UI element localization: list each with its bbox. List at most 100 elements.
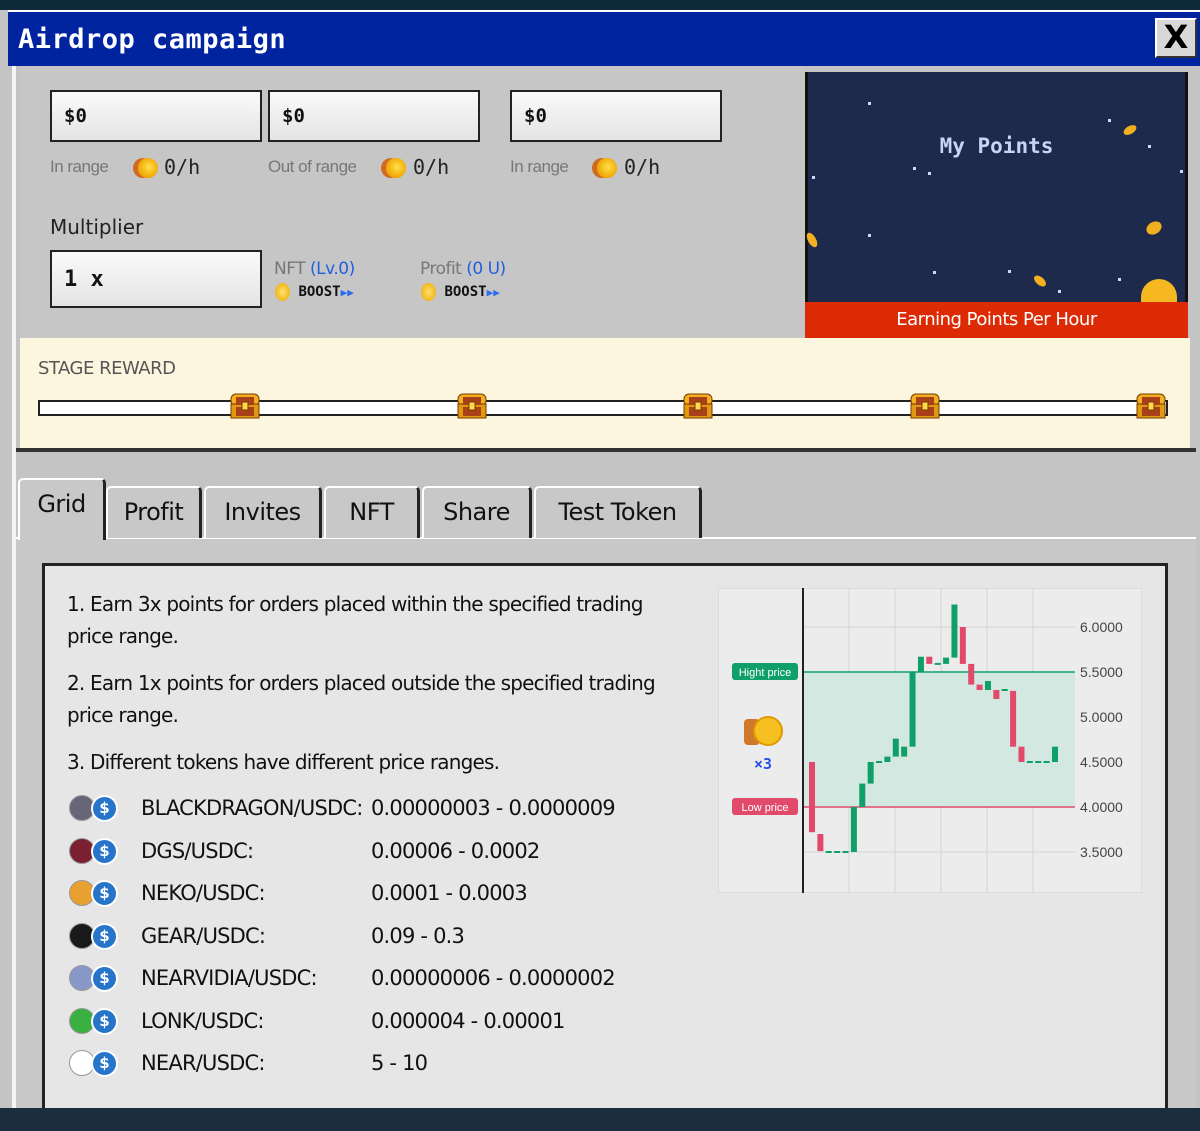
grid-boost-out-range-input[interactable]: $0 — [268, 90, 480, 142]
token-row: $ NEKO/USDC: 0.0001 - 0.0003 — [69, 877, 629, 913]
candle — [901, 746, 908, 757]
coin-icon — [804, 231, 820, 249]
treasure-chest-icon[interactable] — [681, 388, 715, 422]
title-bar: Airdrop campaign — [8, 10, 1200, 66]
candle — [993, 690, 1000, 699]
divider — [16, 448, 1196, 452]
token-price-range: 0.00000003 - 0.0000009 — [371, 796, 616, 820]
token-pair: NEAR/USDC: — [141, 1051, 265, 1075]
token-icon — [69, 795, 95, 821]
low-price-badge — [732, 798, 798, 815]
invites-boost-input[interactable]: $0 — [510, 90, 722, 142]
treasure-chest-icon[interactable] — [228, 388, 262, 422]
top-strip — [0, 0, 1200, 10]
token-price-range: 0.000004 - 0.00001 — [371, 1008, 565, 1033]
candle — [951, 604, 958, 658]
usdc-icon: $ — [91, 1050, 118, 1077]
nft-boost-button[interactable]: BOOST▶▶ — [275, 283, 354, 301]
candle — [859, 783, 866, 807]
token-row: $ NEAR/USDC: 5 - 10 — [69, 1047, 629, 1083]
coin-icon — [275, 283, 290, 301]
close-button[interactable]: X — [1155, 18, 1197, 58]
treasure-chest-icon[interactable] — [455, 388, 489, 422]
y-tick-label: 5.0000 — [1080, 709, 1123, 725]
in-range-rate: 0/h — [624, 155, 661, 179]
rule-3: 3. Different tokens have different price… — [67, 750, 500, 774]
usdc-icon: $ — [91, 880, 118, 907]
grid-boost-in-range-input[interactable]: $0 — [50, 90, 262, 142]
stage-reward-panel: STAGE REWARD — [20, 338, 1190, 448]
tab-profit[interactable]: Profit — [106, 486, 202, 538]
token-pair: DGS/USDC: — [141, 838, 254, 863]
window-title: Airdrop campaign — [18, 24, 287, 55]
high-price-badge — [732, 663, 798, 680]
token-icon — [69, 880, 95, 906]
candle — [917, 656, 924, 672]
candle — [892, 738, 899, 757]
token-price-range: 0.00000006 - 0.0000002 — [371, 966, 616, 990]
rule-1: 1. Earn 3x points for orders placed with… — [67, 592, 643, 648]
token-row: $ GEAR/USDC: 0.09 - 0.3 — [69, 920, 629, 956]
star — [1008, 270, 1011, 273]
usdc-icon: $ — [91, 922, 118, 950]
coin-icon — [597, 158, 617, 178]
my-points-title: My Points — [939, 134, 1054, 158]
candle — [959, 627, 966, 664]
coin-icon — [753, 716, 783, 746]
token-row: $ LONK/USDC: 0.000004 - 0.00001 — [69, 1005, 629, 1041]
usdc-icon: $ — [91, 795, 118, 822]
tab-nft[interactable]: NFT — [324, 486, 420, 538]
candle — [909, 672, 916, 747]
left-border — [12, 66, 16, 1116]
usdc-icon: $ — [91, 1007, 118, 1035]
y-tick-label: 4.0000 — [1080, 799, 1123, 815]
token-price-range: 0.09 - 0.3 — [371, 923, 465, 948]
multiplier-x3: ×3 — [754, 755, 772, 773]
in-range-label: In range — [510, 157, 569, 176]
bottom-strip — [0, 1108, 1200, 1131]
star — [928, 172, 931, 175]
candle — [976, 684, 983, 690]
low-price-label: Low price — [741, 802, 788, 814]
tab-share[interactable]: Share — [422, 486, 532, 538]
token-pair: GEAR/USDC: — [141, 923, 266, 948]
star — [913, 167, 916, 170]
coin-icon — [421, 283, 436, 301]
profit-boost-button[interactable]: BOOST▶▶ — [421, 283, 500, 301]
double-arrow-icon: ▶▶ — [340, 286, 354, 299]
y-tick-label: 4.5000 — [1080, 754, 1123, 770]
coin-icon — [1144, 218, 1164, 238]
candle — [926, 656, 933, 664]
token-pair: NEKO/USDC: — [141, 881, 266, 905]
candle — [1018, 746, 1025, 762]
double-arrow-icon: ▶▶ — [486, 286, 500, 299]
stage-progress-bar — [38, 400, 1168, 416]
profit-boost-label: Profit (0 U) — [420, 259, 506, 279]
treasure-chest-icon[interactable] — [1134, 388, 1168, 422]
y-tick-label: 6.0000 — [1080, 619, 1123, 635]
y-tick-label: 5.5000 — [1080, 664, 1123, 680]
profit-amount: (0 U) — [466, 259, 506, 279]
big-coin-icon — [1141, 279, 1177, 302]
out-range-label: Out of range — [268, 157, 357, 176]
candle — [943, 657, 950, 664]
rule-2: 2. Earn 1x points for orders placed outs… — [67, 671, 656, 727]
star — [1148, 145, 1151, 148]
nft-boost-label: NFT (Lv.0) — [274, 259, 355, 279]
star — [868, 102, 871, 105]
tab-grid[interactable]: Grid — [18, 478, 106, 540]
coin-icon — [1032, 273, 1048, 289]
nft-level: (Lv.0) — [310, 259, 355, 279]
price-range-band — [803, 672, 1075, 807]
treasure-chest-icon[interactable] — [908, 388, 942, 422]
in-range-rate: 0/h — [164, 155, 201, 179]
tab-invites[interactable]: Invites — [204, 486, 322, 538]
tab-test-token[interactable]: Test Token — [534, 486, 702, 538]
token-row: $ DGS/USDC: 0.00006 - 0.0002 — [69, 835, 629, 871]
token-row: $ BLACKDRAGON/USDC: 0.00000003 - 0.0000009 — [69, 792, 629, 828]
multiplier-value: 1 x — [50, 250, 262, 308]
candle — [850, 807, 857, 852]
my-points-card: My Points — [804, 72, 1188, 302]
star — [1118, 278, 1121, 281]
star — [933, 271, 936, 274]
